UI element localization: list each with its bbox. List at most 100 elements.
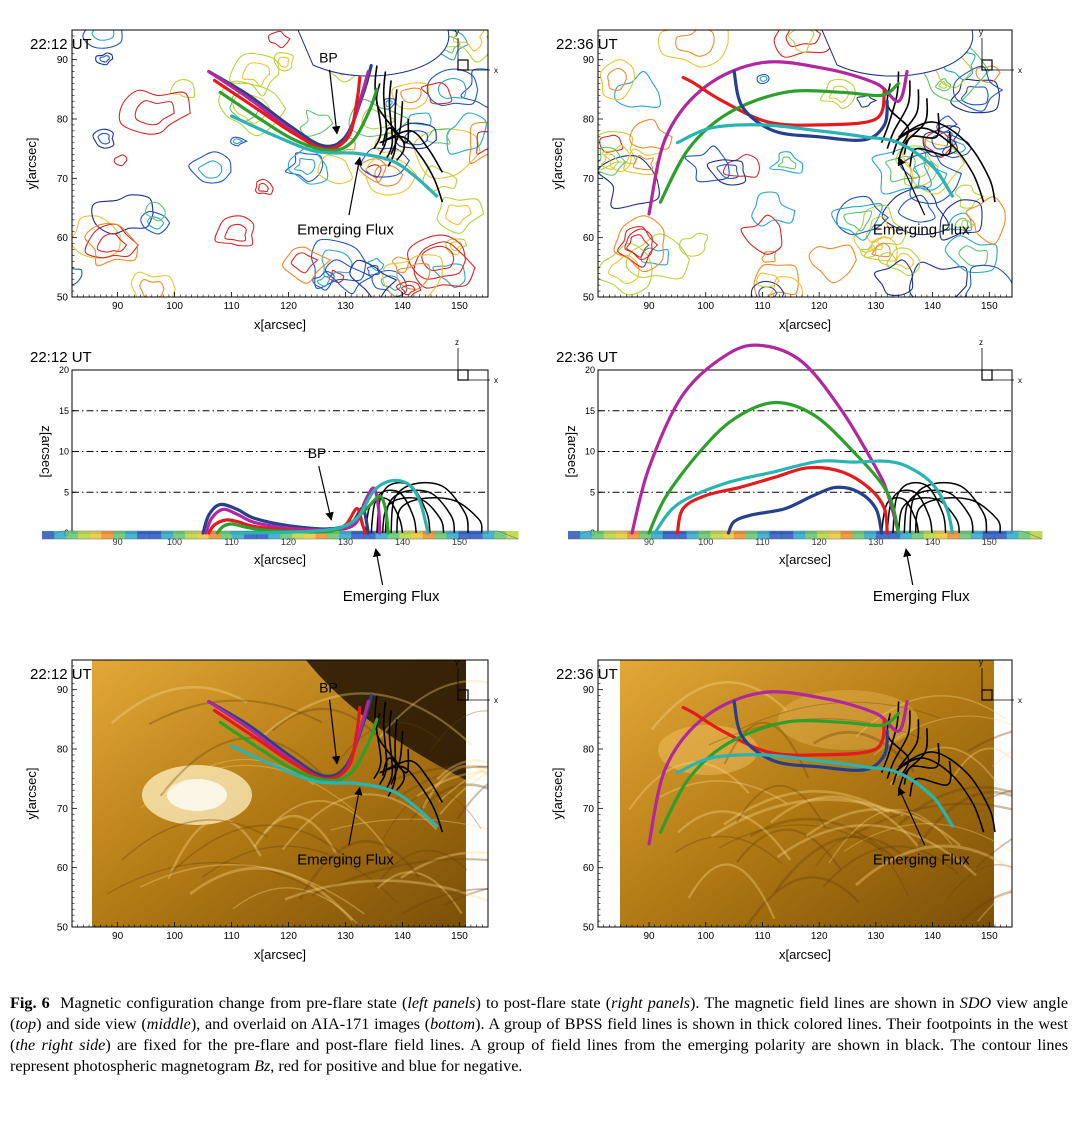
contour-line <box>626 234 650 258</box>
plane-cell <box>101 531 114 539</box>
bp-label: BP <box>308 445 327 461</box>
bpss-field-line-purple <box>647 690 909 846</box>
plane-cell <box>351 531 364 539</box>
x-tick-label: 90 <box>644 537 654 547</box>
contour-line <box>756 272 780 288</box>
contour-line <box>632 155 654 171</box>
contour-line <box>426 68 479 107</box>
aia-loop-texture <box>776 824 977 877</box>
x-tick-label: 120 <box>812 537 827 547</box>
plane-cell <box>887 531 901 539</box>
contour-line <box>623 148 661 175</box>
emerging-flux-label: Emerging Flux <box>873 222 970 239</box>
bpss-field-line-blue <box>726 485 884 535</box>
x-tick-label: 100 <box>167 537 182 547</box>
plane-cell <box>911 531 924 539</box>
emerging-field-line <box>898 751 996 833</box>
bpss-field-line-cyan <box>675 753 955 828</box>
axes-icon-box <box>457 59 469 71</box>
plane-cell <box>603 531 616 539</box>
emerging-field-line <box>379 135 444 203</box>
y-axis-label: y[arcsec] <box>24 137 39 189</box>
aia-loop-texture <box>456 782 488 820</box>
emerging-field-line <box>892 127 985 203</box>
contour-line <box>640 247 670 266</box>
emerging-field-line <box>892 89 920 155</box>
contour-line <box>831 203 883 241</box>
contour-line <box>229 52 280 97</box>
z-tick-label: 5 <box>64 487 69 497</box>
emerging-field-line <box>897 497 961 534</box>
axes-icon-label-a: z <box>979 338 983 347</box>
contour-line <box>843 210 873 232</box>
plot-frame <box>71 659 489 928</box>
contour-line <box>722 153 761 178</box>
x-axis-label: x[arcsec] <box>254 947 306 962</box>
caption-text-3: ). The magnetic field lines are shown in <box>690 994 960 1012</box>
y-tick-label: 90 <box>583 685 595 696</box>
x-tick-label: 120 <box>280 931 297 942</box>
emerging-field-line <box>909 481 988 534</box>
plane-cell <box>303 531 317 539</box>
contour-line <box>613 215 665 273</box>
emerging-field-line <box>897 98 929 161</box>
aia-loop-texture <box>815 836 909 897</box>
caption-italic-5: middle <box>146 1015 191 1033</box>
aia-loop-texture <box>966 730 1012 753</box>
x-tick-label: 120 <box>281 537 296 547</box>
emerging-field-line <box>381 118 410 146</box>
x-tick-label: 140 <box>925 537 940 547</box>
axes-icon-label-b: x <box>1018 66 1022 75</box>
aia-loop-texture <box>650 681 788 731</box>
plane-cell <box>482 531 495 539</box>
plot-frame <box>597 29 1013 298</box>
bpss-field-line-purple <box>647 60 909 216</box>
aia-loop-texture <box>391 765 488 782</box>
aia-loop-texture <box>736 784 827 828</box>
plane-cell <box>208 531 221 539</box>
contour-line <box>600 153 620 170</box>
contour-line <box>863 236 898 262</box>
contour-line <box>197 160 223 179</box>
contour-line <box>113 154 128 167</box>
x-tick-label: 130 <box>337 931 354 942</box>
emerging-field-line <box>384 489 456 534</box>
plane-cell <box>506 531 519 539</box>
aia-loop-texture <box>977 887 1012 923</box>
aia-loop-texture <box>401 888 488 915</box>
emerging-field-line <box>384 80 394 161</box>
aia-loop-texture <box>951 747 1012 780</box>
axes-icon-box <box>457 369 469 381</box>
contour-line <box>391 82 430 110</box>
x-tick-label: 140 <box>924 301 941 312</box>
aia-loop-texture <box>110 685 248 725</box>
caption-text-8: ) are fixed for the pre-flare and post-f… <box>10 1036 1068 1075</box>
plane-cell <box>816 531 830 539</box>
caption-italic-2: right panels <box>611 994 691 1012</box>
x-tick-label: 120 <box>280 301 297 312</box>
contour-line <box>886 247 921 277</box>
plane-cell <box>627 531 640 539</box>
axes-icon-label-a: y <box>979 658 983 667</box>
contour-line <box>282 246 332 284</box>
caption-label: Fig. 6 <box>10 994 50 1012</box>
aia-loop-texture <box>947 863 1012 899</box>
aia-loop-texture <box>723 790 890 826</box>
plane-cell <box>125 531 138 539</box>
bpss-field-line-cyan <box>230 478 430 535</box>
contour-line <box>625 233 691 280</box>
plane-cell <box>935 531 948 539</box>
plane-cell <box>65 531 79 539</box>
plane-cell <box>923 531 936 539</box>
bpss-field-line-green <box>647 400 901 535</box>
bpss-field-line-green <box>658 81 901 204</box>
z-tick-label: 10 <box>59 447 69 457</box>
plane-cell <box>220 531 233 539</box>
plot-frame <box>597 659 1013 928</box>
contour-line <box>241 62 270 87</box>
axes-icon-label-a: y <box>979 28 983 37</box>
time-label: 22:12 UT <box>30 36 92 53</box>
contour-line <box>773 30 838 58</box>
plane-cell <box>947 531 960 539</box>
emerging-field-line <box>390 101 404 155</box>
